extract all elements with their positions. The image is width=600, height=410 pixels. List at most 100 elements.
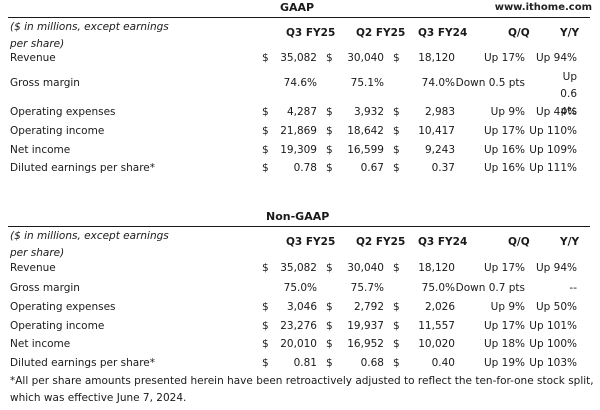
value-q2fy25: 30,040 (347, 52, 384, 64)
currency-q2fy25: $ (326, 357, 333, 369)
value-qq: Up 18% (483, 338, 525, 350)
value-q3fy24: 2,026 (424, 301, 455, 313)
nongaap-col-q3fy24: Q3 FY24 (418, 236, 468, 248)
value-q3fy24: 74.0% (421, 77, 455, 89)
nongaap-units-note: ($ in millions, except earnings per shar… (10, 230, 169, 259)
value-yy: Up 111% (529, 162, 577, 174)
nongaap-top-rule (8, 226, 590, 227)
table-row: Gross margin 74.6% 75.1% 74.0% Down 0.5 pts U… (0, 71, 600, 117)
table-row: Operating income $ $ $23,276 19,937 11,557 Up … (0, 320, 600, 338)
value-q2fy25: 75.1% (350, 77, 384, 89)
value-q3fy25: 21,869 (280, 125, 317, 137)
table-row: Net income $ $ $19,309 16,599 9,243 Up 16% Up 1… (0, 144, 600, 162)
currency-q3fy24: $ (393, 262, 400, 274)
currency-q3fy24: $ (393, 301, 400, 313)
currency-q3fy24: $ (393, 162, 400, 174)
value-q3fy24: 0.40 (431, 357, 455, 369)
currency-q3fy25: $ (262, 320, 269, 332)
currency-q3fy24: $ (393, 52, 400, 64)
currency-q2fy25: $ (326, 338, 333, 350)
value-yy: Up 0.6 pts (560, 71, 577, 117)
value-q3fy25: 20,010 (280, 338, 317, 350)
gaap-units-note: ($ in millions, except earnings per shar… (10, 21, 169, 50)
table-row: Operating expenses $ $ $4,287 3,932 2,983 Up 9… (0, 106, 600, 124)
value-qq: Up 17% (483, 320, 525, 332)
nongaap-col-yy: Y/Y (560, 236, 580, 248)
value-qq: Up 9% (490, 301, 525, 313)
footnote: *All per share amounts presented herein … (10, 375, 594, 404)
value-q2fy25: 3,932 (353, 106, 384, 118)
value-yy: Up 94% (535, 262, 577, 274)
value-q3fy24: 2,983 (424, 106, 455, 118)
currency-q2fy25: $ (326, 144, 333, 156)
value-qq: Up 16% (483, 144, 525, 156)
value-q3fy24: 75.0% (421, 282, 455, 294)
table-row: Operating income $ $ $21,869 18,642 10,417 Up … (0, 125, 600, 143)
value-q2fy25: 75.7% (350, 282, 384, 294)
row-label: Gross margin (10, 77, 80, 89)
value-q3fy24: 10,020 (418, 338, 455, 350)
value-q3fy25: 3,046 (286, 301, 317, 313)
gaap-col-q3fy25: Q3 FY25 (286, 27, 336, 39)
value-q3fy24: 11,557 (418, 320, 455, 332)
table-row: Diluted earnings per share* $ $ $0.78 0.67 0.… (0, 162, 600, 180)
currency-q3fy25: $ (262, 52, 269, 64)
value-qq: Up 17% (483, 125, 525, 137)
currency-q3fy24: $ (393, 144, 400, 156)
currency-q3fy24: $ (393, 106, 400, 118)
value-yy: Up 103% (529, 357, 577, 369)
value-qq: Up 9% (490, 106, 525, 118)
currency-q3fy25: $ (262, 125, 269, 137)
currency-q2fy25: $ (326, 301, 333, 313)
row-label: Operating income (10, 320, 105, 332)
value-q2fy25: 2,792 (353, 301, 384, 313)
value-q3fy24: 0.37 (431, 162, 455, 174)
gaap-col-q3fy24: Q3 FY24 (418, 27, 468, 39)
value-qq: Up 17% (483, 52, 525, 64)
currency-q3fy24: $ (393, 357, 400, 369)
value-q2fy25: 16,599 (347, 144, 384, 156)
gaap-col-q2fy25: Q2 FY25 (356, 27, 406, 39)
nongaap-col-qq: Q/Q (508, 236, 530, 248)
value-q2fy25: 16,952 (347, 338, 384, 350)
row-label: Net income (10, 144, 71, 156)
value-q3fy25: 19,309 (280, 144, 317, 156)
value-qq: Up 16% (483, 162, 525, 174)
currency-q3fy25: $ (262, 338, 269, 350)
currency-q3fy24: $ (393, 125, 400, 137)
value-yy: Up 100% (529, 338, 577, 350)
table-row: Operating expenses $ $ $3,046 2,792 2,026 Up 9… (0, 301, 600, 319)
currency-q3fy25: $ (262, 144, 269, 156)
value-q3fy25: 74.6% (283, 77, 317, 89)
value-q2fy25: 19,937 (347, 320, 384, 332)
watermark: www.ithome.com (494, 2, 592, 13)
value-qq: Down 0.7 pts (455, 282, 525, 294)
currency-q3fy24: $ (393, 338, 400, 350)
gaap-top-rule (8, 17, 590, 18)
value-q3fy25: 35,082 (280, 262, 317, 274)
row-label: Revenue (10, 262, 56, 274)
gaap-col-yy: Y/Y (560, 27, 580, 39)
value-yy: -- (569, 282, 577, 294)
row-label: Operating expenses (10, 106, 116, 118)
table-row: Gross margin 75.0% 75.7% 75.0% Down 0.7 pts -… (0, 282, 600, 300)
value-qq: Up 17% (483, 262, 525, 274)
row-label: Gross margin (10, 282, 80, 294)
row-label: Revenue (10, 52, 56, 64)
nongaap-title: Non-GAAP (266, 210, 330, 223)
value-yy: Up 94% (535, 52, 577, 64)
value-qq: Up 19% (483, 357, 525, 369)
value-q3fy25: 23,276 (280, 320, 317, 332)
currency-q2fy25: $ (326, 52, 333, 64)
currency-q3fy25: $ (262, 301, 269, 313)
value-q3fy25: 75.0% (283, 282, 317, 294)
table-row: Revenue $ $ $35,082 30,040 18,120 Up 17% Up 94% (0, 262, 600, 280)
value-yy: Up 50% (535, 301, 577, 313)
value-yy: Up 101% (529, 320, 577, 332)
value-yy: Up 109% (529, 144, 577, 156)
currency-q2fy25: $ (326, 125, 333, 137)
currency-q3fy25: $ (262, 106, 269, 118)
value-q2fy25: 30,040 (347, 262, 384, 274)
table-row: Revenue $ $ $35,082 30,040 18,120 Up 17% Up 94% (0, 52, 600, 70)
row-label: Diluted earnings per share* (10, 162, 156, 174)
